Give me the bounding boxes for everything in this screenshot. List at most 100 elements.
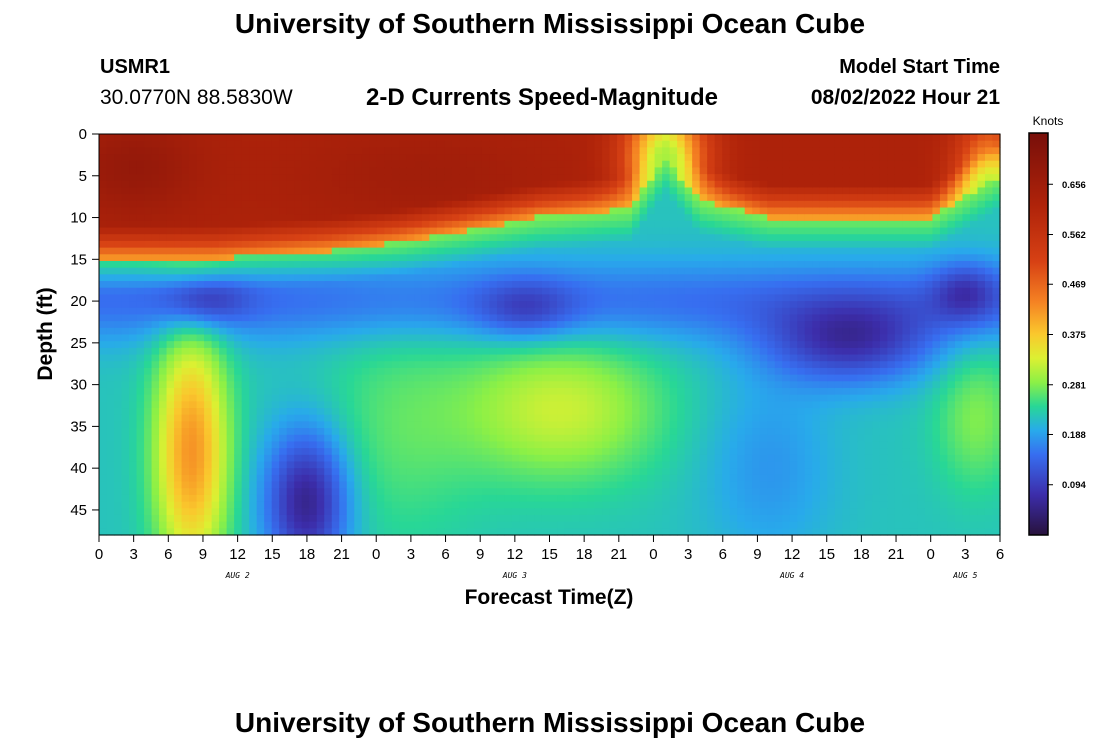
heatmap-cell: [677, 514, 686, 523]
heatmap-cell: [129, 334, 138, 342]
heatmap-cell: [166, 481, 175, 489]
heatmap-cell: [602, 374, 611, 382]
heatmap-cell: [339, 341, 348, 349]
heatmap-cell: [609, 294, 618, 302]
heatmap-cell: [647, 461, 656, 469]
heatmap-cell: [549, 207, 558, 215]
heatmap-cell: [594, 461, 603, 469]
heatmap-cell: [647, 194, 656, 202]
heatmap-cell: [114, 214, 123, 222]
heatmap-cell: [151, 381, 160, 389]
heatmap-cell: [249, 428, 258, 436]
heatmap-cell: [414, 240, 423, 249]
heatmap-cell: [361, 274, 370, 282]
heatmap-cell: [294, 367, 303, 376]
heatmap-cell: [534, 240, 543, 249]
heatmap-cell: [692, 494, 701, 503]
heatmap-cell: [99, 220, 108, 229]
heatmap-cell: [99, 387, 108, 396]
heatmap-cell: [241, 180, 250, 189]
heatmap-cell: [256, 408, 265, 416]
heatmap-cell: [639, 134, 648, 142]
heatmap-cell: [286, 174, 295, 182]
heatmap-cell: [722, 200, 731, 209]
heatmap-cell: [669, 187, 678, 195]
heatmap-cell: [511, 214, 521, 222]
heatmap-cell: [496, 387, 506, 396]
heatmap-cell: [459, 428, 468, 436]
heatmap-cell: [301, 334, 310, 342]
heatmap-cell: [496, 260, 506, 269]
heatmap-cell: [421, 374, 430, 382]
heatmap-cell: [279, 514, 288, 523]
heatmap-cell: [369, 461, 378, 469]
heatmap-cell: [647, 441, 656, 449]
heatmap-cell: [99, 428, 108, 436]
heatmap-cell: [669, 267, 678, 275]
heatmap-cell: [669, 234, 678, 242]
heatmap-cell: [662, 468, 671, 476]
heatmap-cell: [684, 260, 693, 269]
heatmap-cell: [564, 240, 573, 249]
heatmap-cell: [624, 180, 633, 189]
heatmap-cell: [436, 274, 445, 282]
heatmap-cell: [496, 180, 506, 189]
heatmap-cell: [519, 387, 528, 396]
heatmap-cell: [436, 247, 445, 255]
heatmap-cell: [264, 220, 273, 229]
heatmap-cell: [271, 294, 280, 302]
heatmap-cell: [136, 214, 145, 222]
heatmap-cell: [121, 174, 130, 182]
heatmap-cell: [587, 381, 596, 389]
heatmap-cell: [211, 247, 220, 255]
heatmap-cell: [647, 394, 656, 402]
heatmap-cell: [279, 428, 288, 436]
heatmap-cell: [166, 294, 175, 302]
heatmap-cell: [504, 174, 513, 182]
heatmap-cell: [587, 220, 596, 229]
heatmap-cell: [121, 207, 130, 215]
heatmap-cell: [481, 267, 491, 275]
heatmap-cell: [451, 307, 460, 316]
heatmap-cell: [534, 441, 543, 449]
heatmap-cell: [226, 234, 235, 242]
heatmap-cell: [301, 254, 310, 262]
heatmap-cell: [129, 174, 138, 182]
heatmap-cell: [647, 481, 656, 489]
heatmap-cell: [271, 140, 280, 148]
heatmap-cell: [466, 501, 476, 509]
heatmap-cell: [519, 260, 528, 269]
heatmap-cell: [436, 341, 445, 349]
heatmap-cell: [316, 488, 325, 496]
heatmap-cell: [496, 347, 506, 356]
heatmap-cell: [166, 274, 175, 282]
heatmap-cell: [181, 401, 190, 409]
heatmap-cell: [714, 514, 723, 523]
heatmap-cell: [624, 408, 633, 416]
heatmap-cell: [129, 468, 138, 476]
heatmap-cell: [654, 488, 663, 496]
heatmap-cell: [301, 180, 310, 189]
heatmap-cell: [654, 414, 663, 422]
heatmap-cell: [346, 494, 355, 503]
heatmap-cell: [647, 474, 656, 483]
heatmap-cell: [106, 200, 115, 209]
heatmap-cell: [106, 260, 115, 269]
heatmap-cell: [639, 421, 648, 429]
heatmap-cell: [466, 434, 476, 443]
heatmap-cell: [406, 274, 415, 282]
heatmap-cell: [526, 147, 536, 155]
heatmap-cell: [496, 501, 506, 509]
heatmap-cell: [399, 180, 408, 189]
heatmap-cell: [234, 167, 243, 175]
heatmap-cell: [294, 260, 303, 269]
heatmap-cell: [534, 454, 543, 463]
heatmap-cell: [489, 314, 498, 322]
heatmap-cell: [189, 187, 198, 195]
heatmap-cell: [279, 468, 288, 476]
heatmap-cell: [436, 374, 445, 382]
heatmap-cell: [549, 448, 558, 456]
heatmap-cell: [99, 514, 108, 523]
heatmap-cell: [241, 247, 250, 255]
heatmap-cell: [474, 274, 483, 282]
